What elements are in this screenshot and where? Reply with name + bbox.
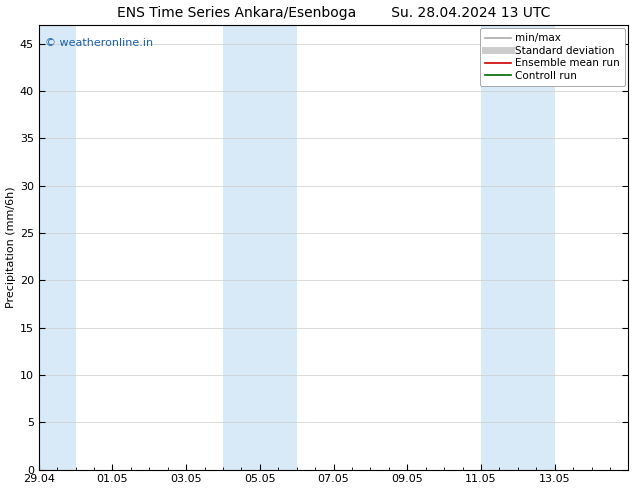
Bar bbox=[481, 25, 555, 469]
Legend: min/max, Standard deviation, Ensemble mean run, Controll run: min/max, Standard deviation, Ensemble me… bbox=[480, 28, 625, 86]
Y-axis label: Precipitation (mm/6h): Precipitation (mm/6h) bbox=[6, 186, 16, 308]
Bar bbox=[39, 25, 75, 469]
Bar bbox=[223, 25, 297, 469]
Title: ENS Time Series Ankara/Esenboga        Su. 28.04.2024 13 UTC: ENS Time Series Ankara/Esenboga Su. 28.0… bbox=[117, 5, 550, 20]
Text: © weatheronline.in: © weatheronline.in bbox=[44, 38, 153, 48]
